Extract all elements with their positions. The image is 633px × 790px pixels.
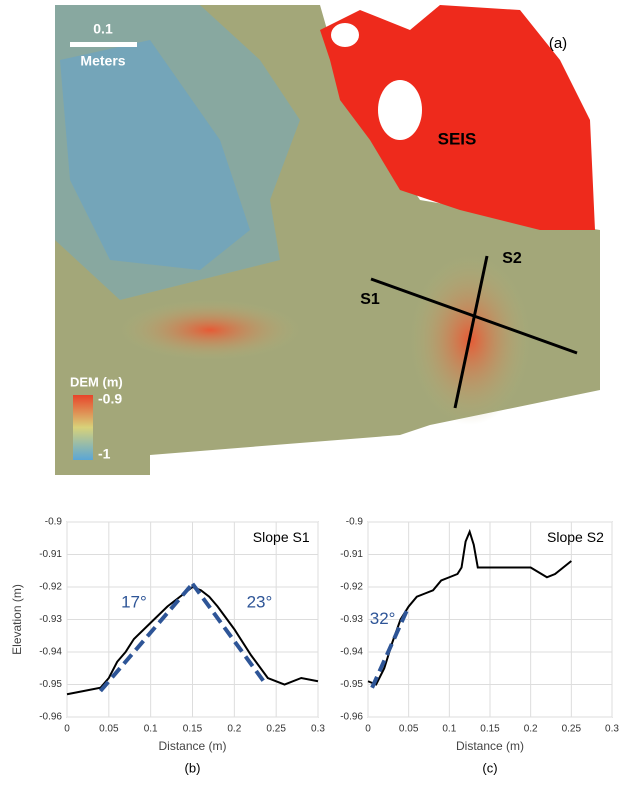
- panel-label: (a): [549, 35, 567, 52]
- x-tick-label: 0.25: [266, 724, 286, 735]
- x-tick-label: 0.2: [227, 724, 241, 735]
- x-tick-label: 0: [64, 724, 70, 735]
- colorbar-tick-label: -0.9: [98, 391, 122, 407]
- y-tick-label: -0.95: [39, 679, 62, 690]
- y-axis-label: Elevation (m): [10, 584, 24, 655]
- y-tick-label: -0.93: [340, 614, 363, 625]
- x-tick-label: 0.05: [399, 724, 419, 735]
- scale-value: 0.1: [93, 21, 113, 37]
- dem-map: 0.1 Meters (a) SEIS S1 S2 DEM (m): [55, 5, 600, 475]
- profile-label: S1: [360, 291, 380, 308]
- scale-unit: Meters: [80, 53, 125, 69]
- annotation: Slope S2: [547, 529, 604, 545]
- x-tick-label: 0.15: [183, 724, 203, 735]
- x-axis-label: Distance (m): [456, 739, 524, 753]
- x-tick-label: 0.05: [99, 724, 119, 735]
- y-tick-label: -0.94: [340, 647, 363, 658]
- x-tick-label: 0.15: [480, 724, 500, 735]
- colorbar-title: DEM (m): [70, 374, 123, 389]
- x-tick-label: 0.1: [442, 724, 456, 735]
- y-tick-label: -0.9: [45, 517, 63, 528]
- x-tick-label: 0.2: [524, 724, 538, 735]
- annotation: 17°: [121, 593, 147, 612]
- profile-label: S2: [502, 250, 522, 267]
- annotation: 23°: [247, 593, 273, 612]
- colorbar-tick-label: -1: [98, 446, 111, 462]
- y-tick-label: -0.96: [39, 712, 62, 723]
- panel-label: (b): [185, 760, 201, 775]
- panel-label: (c): [482, 760, 497, 775]
- y-tick-label: -0.96: [340, 712, 363, 723]
- y-tick-label: -0.91: [340, 549, 363, 560]
- x-tick-label: 0.25: [562, 724, 582, 735]
- fit-line: [370, 605, 411, 689]
- fit-line: [98, 582, 195, 693]
- x-tick-label: 0.1: [144, 724, 158, 735]
- y-tick-label: -0.92: [340, 582, 363, 593]
- annotation: 32°: [370, 609, 396, 628]
- fit-line: [190, 582, 266, 683]
- y-tick-label: -0.91: [39, 549, 62, 560]
- y-tick-label: -0.9: [346, 517, 364, 528]
- x-tick-label: 0: [365, 724, 371, 735]
- y-tick-label: -0.94: [39, 647, 62, 658]
- x-axis-label: Distance (m): [158, 739, 226, 753]
- y-tick-label: -0.93: [39, 614, 62, 625]
- annotation: Slope S1: [253, 529, 310, 545]
- y-tick-label: -0.95: [340, 679, 363, 690]
- seis-label: SEIS: [438, 129, 477, 148]
- y-tick-label: -0.92: [39, 582, 62, 593]
- x-tick-label: 0.3: [605, 724, 619, 735]
- x-tick-label: 0.3: [311, 724, 325, 735]
